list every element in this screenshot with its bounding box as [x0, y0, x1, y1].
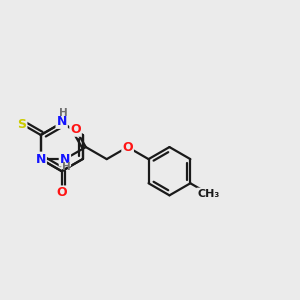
Text: CH₃: CH₃ [197, 188, 219, 199]
Text: N: N [56, 115, 67, 128]
Text: O: O [56, 186, 67, 200]
Text: H: H [59, 109, 68, 118]
Text: O: O [122, 141, 133, 154]
Text: S: S [17, 118, 26, 130]
Text: O: O [70, 123, 81, 136]
Text: N: N [36, 153, 46, 166]
Text: H: H [62, 162, 71, 172]
Text: N: N [60, 153, 70, 166]
